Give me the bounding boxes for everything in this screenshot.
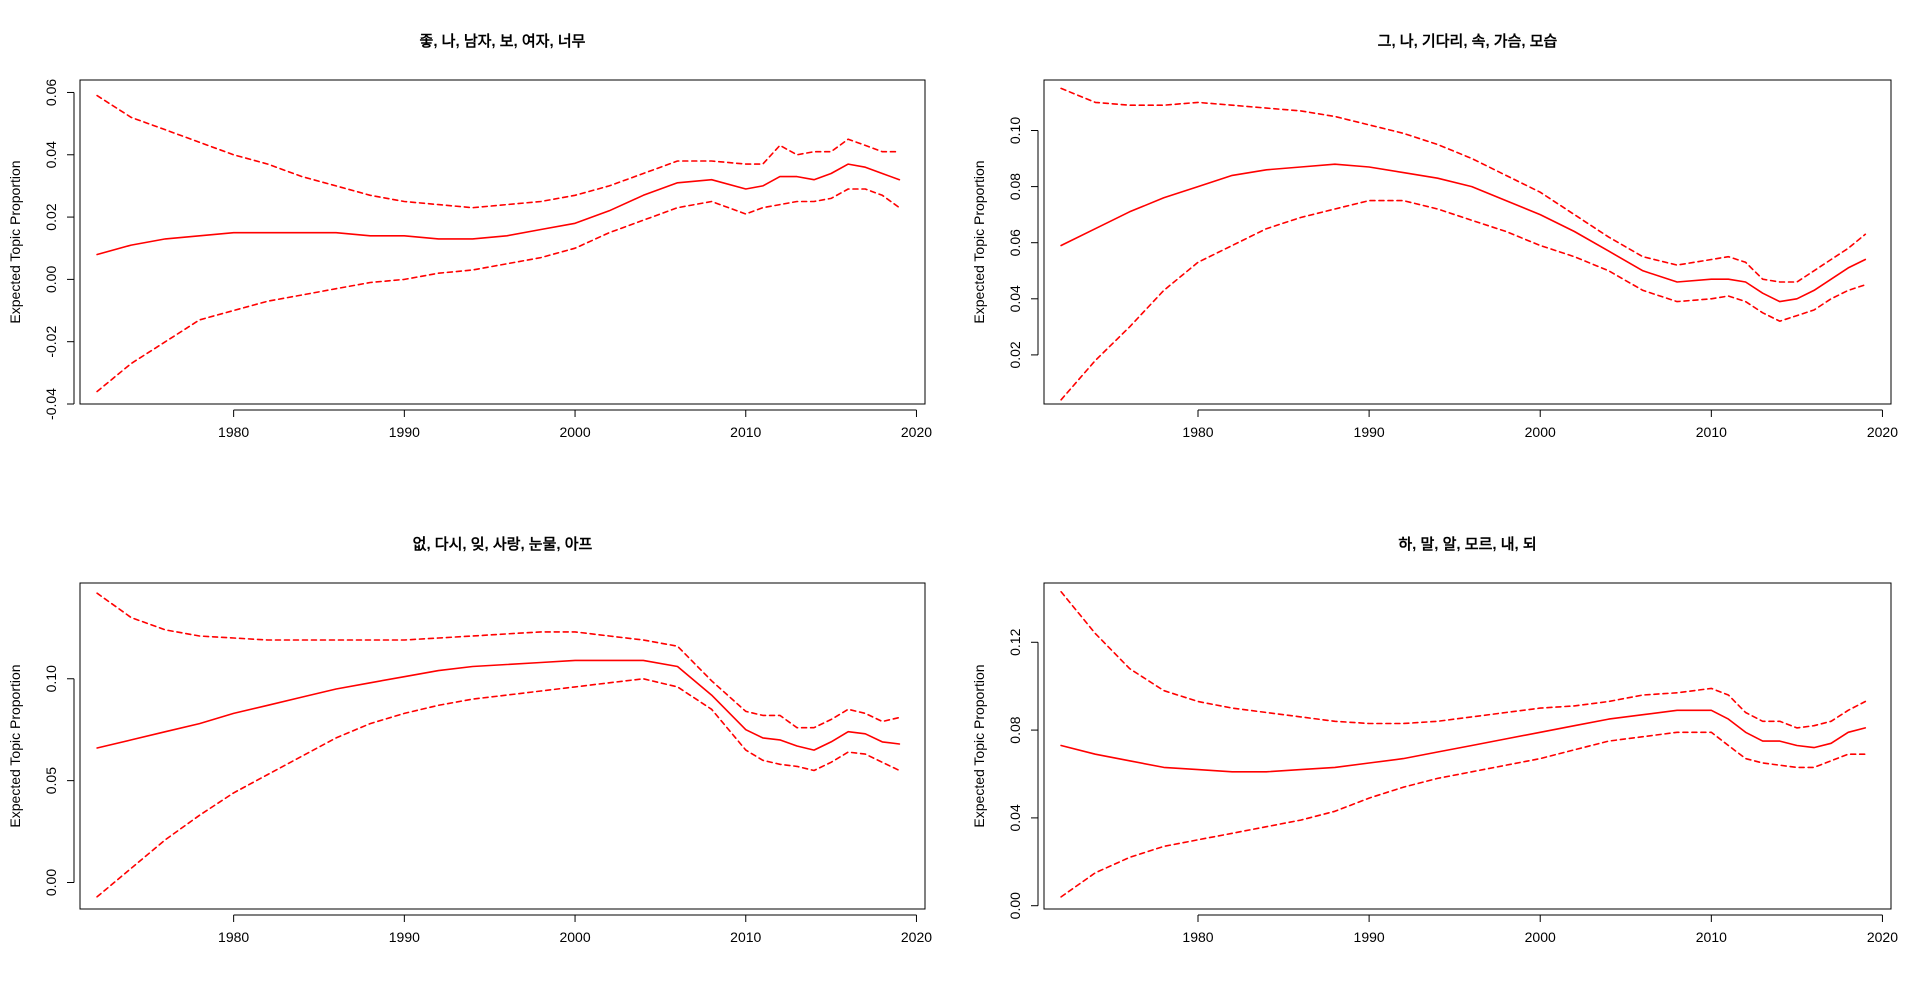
x-tick-label: 2020 <box>901 424 932 440</box>
x-tick-label: 2010 <box>730 929 761 945</box>
y-tick-label: -0.04 <box>43 388 59 420</box>
chart-title: 하, 말, 알, 모르, 내, 되 <box>1398 535 1536 553</box>
chart-panel: 없, 다시, 잊, 사랑, 눈물, 아프 1980 1990 2000 2010 2020… <box>7 535 932 945</box>
y-tick-label: 0.05 <box>43 767 59 794</box>
chart-panel: 그, 나, 기다리, 속, 가슴, 모습 1980 1990 2000 2010 2020… <box>971 33 1898 440</box>
x-tick-label: 1990 <box>1354 929 1385 945</box>
x-tick-label: 2000 <box>559 424 590 440</box>
chart-title: 없, 다시, 잊, 사랑, 눈물, 아프 <box>413 535 593 553</box>
chart-title: 그, 나, 기다리, 속, 가슴, 모습 <box>1378 33 1558 50</box>
x-tick-label: 1980 <box>1182 929 1213 945</box>
y-axis-label: Expected Topic Proportion <box>971 160 987 323</box>
x-tick-label: 2020 <box>1867 424 1898 440</box>
y-tick-label: 0.00 <box>1007 892 1023 919</box>
x-tick-label: 1980 <box>218 929 249 945</box>
estimate-line <box>96 659 901 751</box>
estimate-line <box>1060 709 1867 773</box>
confidence-band-line <box>96 592 901 729</box>
x-tick-label: 1990 <box>389 424 420 440</box>
y-axis-label: Expected Topic Proportion <box>7 160 23 323</box>
y-tick-label: 0.02 <box>43 203 59 230</box>
confidence-band-line <box>96 677 901 898</box>
confidence-band-line <box>96 94 901 209</box>
x-tick-label: 2020 <box>901 929 932 945</box>
chart-title: 좋, 나, 남자, 보, 여자, 너무 <box>420 33 586 50</box>
y-tick-label: 0.10 <box>43 665 59 692</box>
x-tick-label: 1980 <box>1182 424 1213 440</box>
y-tick-label: 0.00 <box>43 869 59 896</box>
y-tick-label: 0.04 <box>43 141 59 168</box>
y-tick-label: 0.08 <box>1007 716 1023 743</box>
y-tick-label: 0.08 <box>1007 173 1023 200</box>
y-axis-label: Expected Topic Proportion <box>7 664 23 827</box>
confidence-band-line <box>1060 199 1867 401</box>
x-tick-label: 1990 <box>1354 424 1385 440</box>
y-tick-label: 0.10 <box>1007 117 1023 144</box>
y-tick-label: 0.02 <box>1007 341 1023 368</box>
confidence-band-line <box>1060 87 1867 283</box>
x-tick-label: 2000 <box>1525 424 1556 440</box>
estimate-line <box>1060 163 1867 303</box>
y-tick-label: 0.04 <box>1007 285 1023 312</box>
plot-frame <box>1043 79 1892 405</box>
y-tick-label: -0.02 <box>43 326 59 358</box>
x-tick-label: 1980 <box>218 424 249 440</box>
confidence-band-line <box>1060 590 1867 729</box>
y-axis-label: Expected Topic Proportion <box>971 664 987 827</box>
confidence-band-line <box>1060 731 1867 898</box>
x-tick-label: 2010 <box>1696 424 1727 440</box>
chart-panel: 좋, 나, 남자, 보, 여자, 너무 1980 1990 2000 2010 2020 -… <box>7 33 932 440</box>
y-tick-label: 0.06 <box>43 79 59 106</box>
y-tick-label: 0.00 <box>43 266 59 293</box>
plot-frame <box>1043 582 1892 910</box>
plot-frame <box>79 582 926 910</box>
chart-panel: 하, 말, 알, 모르, 내, 되 1980 1990 2000 2010 2020 0.0… <box>971 535 1898 945</box>
x-tick-label: 2010 <box>730 424 761 440</box>
x-tick-label: 2000 <box>1525 929 1556 945</box>
x-tick-label: 2010 <box>1696 929 1727 945</box>
x-tick-label: 1990 <box>389 929 420 945</box>
estimate-line <box>96 163 901 256</box>
confidence-band-line <box>96 188 901 393</box>
y-tick-label: 0.12 <box>1007 628 1023 655</box>
y-tick-label: 0.04 <box>1007 804 1023 831</box>
x-tick-label: 2020 <box>1867 929 1898 945</box>
plot-frame <box>79 79 926 405</box>
x-tick-label: 2000 <box>559 929 590 945</box>
y-tick-label: 0.06 <box>1007 229 1023 256</box>
